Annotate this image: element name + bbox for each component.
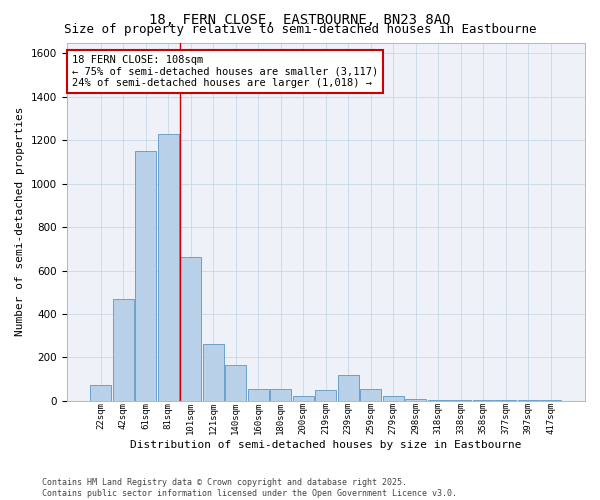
Bar [338, 374, 359, 401]
Bar [248, 389, 269, 401]
Bar [383, 396, 404, 401]
X-axis label: Distribution of semi-detached houses by size in Eastbourne: Distribution of semi-detached houses by … [130, 440, 521, 450]
Text: 18 FERN CLOSE: 108sqm
← 75% of semi-detached houses are smaller (3,117)
24% of s: 18 FERN CLOSE: 108sqm ← 75% of semi-deta… [72, 55, 378, 88]
Bar [180, 258, 202, 401]
Bar [405, 398, 427, 401]
Bar [90, 384, 112, 401]
Bar [158, 134, 179, 401]
Bar [450, 400, 472, 401]
Bar [360, 389, 382, 401]
Bar [135, 151, 157, 401]
Bar [203, 344, 224, 401]
Text: Size of property relative to semi-detached houses in Eastbourne: Size of property relative to semi-detach… [64, 22, 536, 36]
Bar [113, 298, 134, 401]
Bar [315, 390, 337, 401]
Text: 18, FERN CLOSE, EASTBOURNE, BN23 8AQ: 18, FERN CLOSE, EASTBOURNE, BN23 8AQ [149, 12, 451, 26]
Y-axis label: Number of semi-detached properties: Number of semi-detached properties [15, 107, 25, 336]
Bar [270, 389, 292, 401]
Bar [428, 400, 449, 401]
Text: Contains HM Land Registry data © Crown copyright and database right 2025.
Contai: Contains HM Land Registry data © Crown c… [42, 478, 457, 498]
Bar [293, 396, 314, 401]
Bar [225, 365, 247, 401]
